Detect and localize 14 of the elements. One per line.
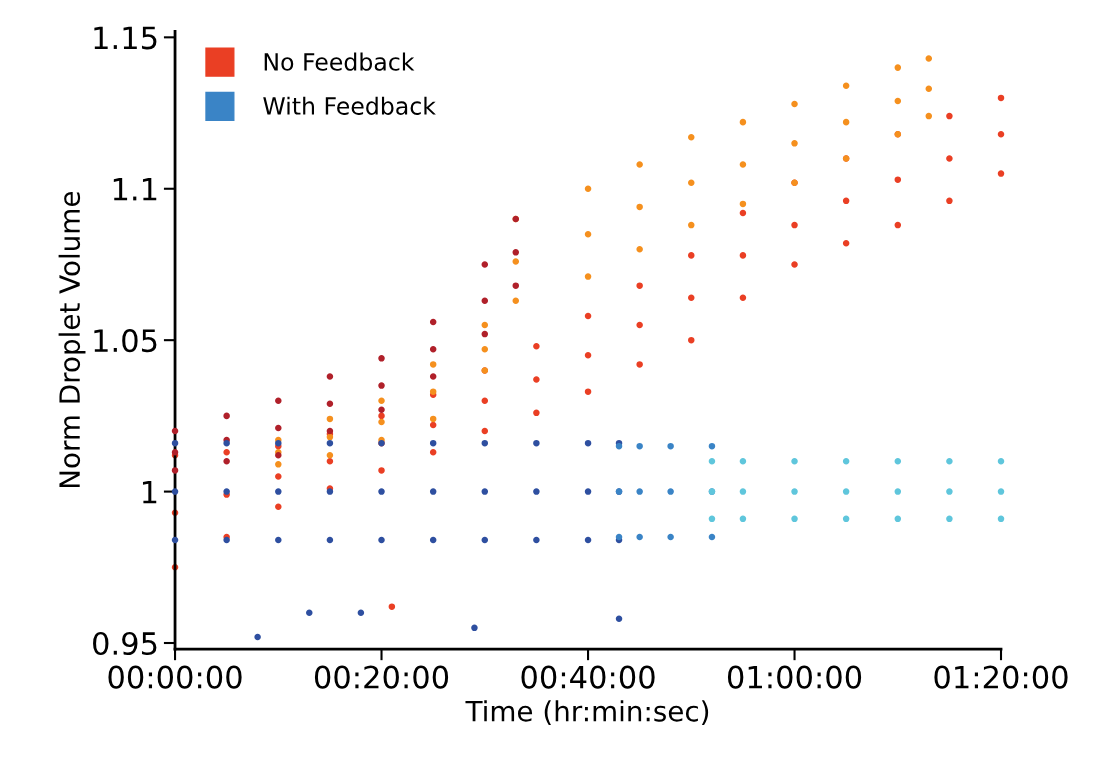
y-tick-label: 1.15 [94,26,157,50]
x-tick-label: 00:40:00 [521,665,655,689]
x-tick-label: 01:20:00 [934,665,1068,689]
legend-label: No Feedback [264,52,415,71]
x-tick-label: 00:20:00 [314,665,449,689]
y-tick-label: 1.1 [113,178,157,201]
legend-label: With Feedback [263,96,436,115]
y-axis-title: Norm Droplet Volume [58,192,86,488]
y-tick-label: 1 [142,480,157,504]
x-tick-label: 01:00:00 [727,665,862,689]
y-tick-label: 1.05 [94,329,157,353]
x-tick-label: 00:00:00 [108,665,242,689]
x-axis-title: Time (hr:min:sec) [465,700,709,725]
y-tick-label: 0.95 [93,631,157,656]
